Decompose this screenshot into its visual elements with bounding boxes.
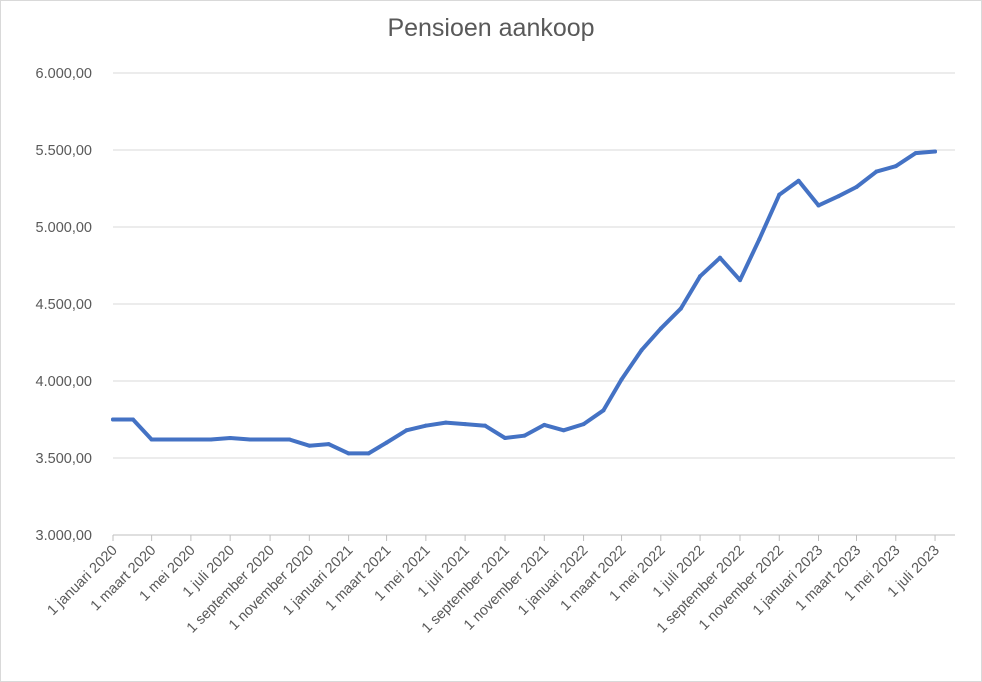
data-point <box>678 306 683 311</box>
y-tick-label: 3.000,00 <box>36 528 92 544</box>
y-tick-label: 5.500,00 <box>36 143 92 159</box>
data-point <box>287 437 292 442</box>
data-point <box>913 151 918 156</box>
gridlines <box>113 72 955 459</box>
data-point <box>933 149 938 154</box>
data-point <box>307 443 312 448</box>
data-point <box>208 437 213 442</box>
data-point <box>836 194 841 199</box>
data-point <box>228 435 233 440</box>
data-point <box>718 255 723 260</box>
data-point <box>757 237 762 242</box>
data-point <box>188 437 193 442</box>
y-axis-tick-labels: 3.000,00 3.500,00 4.000,00 4.500,00 5.000,00… <box>36 66 92 544</box>
data-point <box>581 422 586 427</box>
data-point <box>503 435 508 440</box>
data-point <box>169 437 174 442</box>
data-point <box>268 437 273 442</box>
data-point <box>698 274 703 279</box>
data-point <box>854 184 859 189</box>
x-axis <box>112 534 955 541</box>
data-point <box>443 420 448 425</box>
data-point <box>737 278 742 283</box>
data-point <box>483 423 488 428</box>
y-tick-label: 6.000,00 <box>36 66 92 82</box>
data-point <box>423 423 428 428</box>
data-point <box>346 451 351 456</box>
data-point <box>619 377 624 382</box>
data-point <box>366 451 371 456</box>
data-point <box>796 178 801 183</box>
data-point <box>561 428 566 433</box>
chart-title: Pensioen aankoop <box>387 14 595 42</box>
data-point <box>130 417 135 422</box>
series-line <box>111 149 937 456</box>
y-tick-label: 4.000,00 <box>36 374 92 390</box>
data-point <box>658 326 663 331</box>
data-point <box>542 422 547 427</box>
data-point <box>639 348 644 353</box>
y-tick-label: 3.500,00 <box>36 451 92 467</box>
data-point <box>384 440 389 445</box>
y-tick-label: 5.000,00 <box>36 220 92 236</box>
data-point <box>149 437 154 442</box>
series <box>111 149 938 456</box>
y-tick-label: 4.500,00 <box>36 297 92 313</box>
data-point <box>893 164 898 169</box>
data-point <box>522 433 527 438</box>
data-point <box>816 203 821 208</box>
data-point <box>777 192 782 197</box>
data-point <box>111 417 115 422</box>
data-point <box>248 437 253 442</box>
data-point <box>326 442 331 447</box>
data-point <box>874 169 879 174</box>
data-point <box>404 428 409 433</box>
data-point <box>463 422 468 427</box>
data-point <box>601 408 606 413</box>
